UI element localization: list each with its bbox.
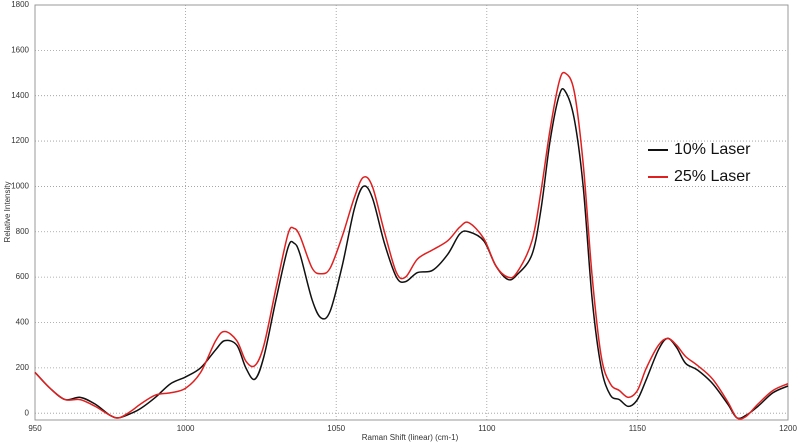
x-tick-label: 950 bbox=[28, 424, 42, 433]
y-tick-label: 1600 bbox=[11, 45, 29, 54]
y-tick-label: 0 bbox=[25, 408, 30, 417]
y-tick-label: 1400 bbox=[11, 91, 29, 100]
y-tick-label: 1000 bbox=[11, 182, 29, 191]
x-tick-label: 1100 bbox=[478, 424, 496, 433]
y-tick-label: 800 bbox=[16, 227, 30, 236]
x-tick-label: 1200 bbox=[779, 424, 797, 433]
plot-area bbox=[34, 4, 789, 421]
y-axis-label: Relative Intensity bbox=[3, 182, 12, 243]
x-tick-label: 1050 bbox=[327, 424, 345, 433]
y-tick-label: 600 bbox=[16, 272, 30, 281]
legend-label: 25% Laser bbox=[674, 168, 751, 185]
legend-label: 10% Laser bbox=[674, 141, 751, 158]
y-tick-label: 1800 bbox=[11, 0, 29, 9]
x-axis-label: Raman Shift (linear) (cm-1) bbox=[362, 433, 459, 442]
y-tick-label: 1200 bbox=[11, 136, 29, 145]
y-tick-label: 200 bbox=[16, 363, 30, 372]
line-series bbox=[34, 71, 789, 420]
y-tick-label: 400 bbox=[16, 318, 30, 327]
line-series bbox=[34, 88, 789, 420]
x-tick-label: 1000 bbox=[177, 424, 195, 433]
x-tick-label: 1150 bbox=[629, 424, 647, 433]
